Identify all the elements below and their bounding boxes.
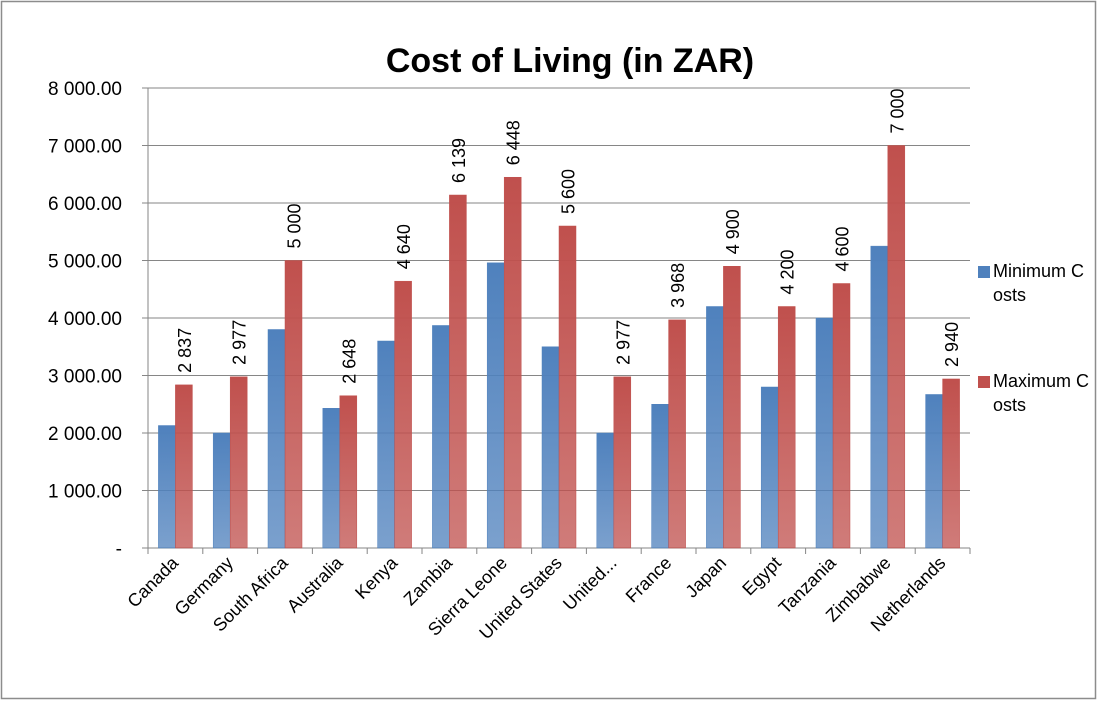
bar — [284, 260, 303, 549]
data-label: 4 200 — [778, 249, 798, 294]
chart-title: Cost of Living (in ZAR) — [386, 42, 754, 80]
data-label: 5 000 — [285, 203, 305, 248]
data-label: 4 640 — [394, 224, 414, 269]
legend-swatch — [978, 376, 990, 388]
legend-label: Minimum Costs — [993, 261, 1085, 305]
data-label: 4 900 — [723, 209, 743, 254]
bar — [322, 408, 341, 549]
bar — [377, 340, 395, 549]
y-tick-label: - — [116, 539, 122, 560]
bar — [541, 346, 560, 549]
y-tick-label: 4 000.00 — [48, 309, 122, 330]
bar — [486, 262, 505, 549]
bar — [925, 394, 943, 549]
y-tick-label: 5 000.00 — [48, 252, 122, 273]
y-tick-label: 3 000.00 — [48, 367, 122, 388]
y-tick-label: 7 000.00 — [48, 137, 122, 158]
bar — [723, 266, 741, 549]
bar — [175, 384, 193, 549]
data-label: 7 000 — [887, 88, 907, 133]
y-tick-label: 2 000.00 — [48, 424, 122, 445]
data-label: 6 448 — [504, 120, 524, 165]
y-tick-label: 8 000.00 — [48, 79, 122, 100]
bar — [832, 283, 851, 549]
legend-label: Maximum Costs — [993, 371, 1090, 415]
bar — [558, 225, 577, 549]
bar — [229, 376, 248, 549]
bar — [267, 329, 286, 549]
data-label: 2 977 — [230, 320, 250, 365]
data-label: 5 600 — [559, 169, 579, 214]
y-tick-label: 6 000.00 — [48, 194, 122, 215]
data-label: 4 600 — [833, 226, 853, 271]
bar — [339, 395, 358, 549]
data-label: 2 940 — [942, 322, 962, 367]
bar — [760, 386, 779, 549]
bar — [942, 378, 960, 549]
bar — [503, 176, 522, 549]
bar — [870, 245, 889, 549]
bar — [432, 325, 450, 549]
bar — [596, 432, 615, 549]
bar — [394, 280, 412, 549]
y-tick-label: 1 000.00 — [48, 482, 122, 503]
bar — [777, 306, 796, 549]
data-label: 3 968 — [668, 263, 688, 308]
bar — [887, 145, 906, 549]
data-label: 2 977 — [613, 320, 633, 365]
data-label: 2 648 — [339, 339, 359, 384]
bar — [815, 317, 834, 549]
bar — [613, 376, 632, 549]
bar — [706, 306, 724, 549]
bar — [668, 319, 686, 549]
bar — [449, 194, 467, 549]
bar — [651, 404, 669, 549]
data-label: 6 139 — [449, 138, 469, 183]
bar — [158, 425, 176, 549]
bar — [212, 432, 231, 549]
data-label: 2 837 — [175, 328, 195, 373]
legend-swatch — [978, 266, 990, 278]
